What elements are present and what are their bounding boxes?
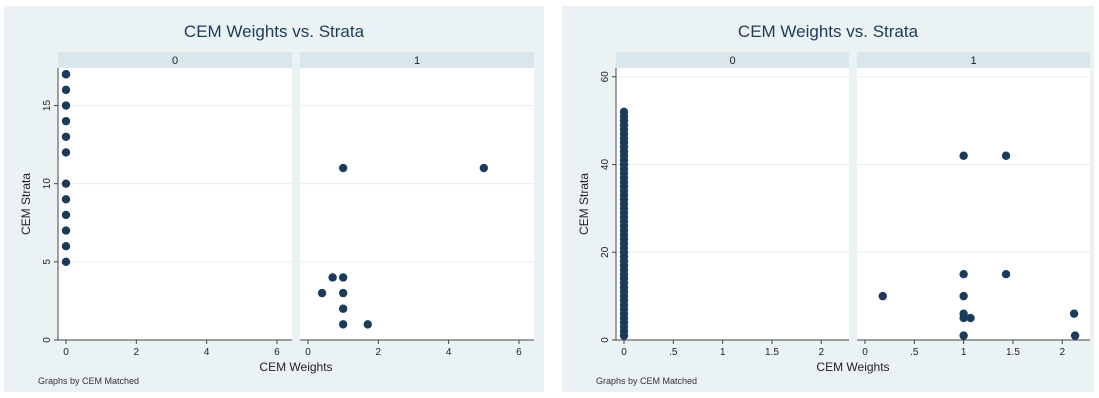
x-tick-label: .5 <box>910 347 919 358</box>
data-point <box>479 163 489 173</box>
plot-area <box>857 68 1090 340</box>
chart-note: Graphs by CEM Matched <box>38 376 140 386</box>
data-point <box>61 210 71 220</box>
data-point <box>959 269 968 279</box>
x-tick-label: 6 <box>274 347 280 358</box>
panel-label: 1 <box>970 55 976 67</box>
data-point <box>61 226 71 235</box>
x-tick-label: 1 <box>961 347 967 358</box>
chart-right: CEM Weights vs. Strata 0 0 .5 1 1.5 2 1 0 .5 1 1.5… <box>562 6 1094 392</box>
x-tick-label: 2 <box>1059 347 1065 358</box>
y-tick-label: 15 <box>42 100 53 112</box>
data-point <box>61 195 71 204</box>
data-point <box>61 179 71 188</box>
x-tick-label: 0 <box>862 347 868 358</box>
chart-title: CEM Weights vs. Strata <box>737 22 919 41</box>
x-tick-label: .5 <box>669 347 678 358</box>
plot-area <box>300 68 534 340</box>
y-tick-label: 5 <box>42 259 53 265</box>
y-tick-label: 40 <box>600 159 611 171</box>
data-point <box>338 304 348 313</box>
data-point <box>328 273 337 282</box>
x-tick-label: 0 <box>63 347 69 358</box>
data-point <box>363 320 372 329</box>
data-point <box>61 242 71 251</box>
x-tick-label: 2 <box>376 347 382 358</box>
data-point <box>338 288 348 298</box>
data-point <box>1001 269 1011 279</box>
x-tick-label: 4 <box>204 347 210 358</box>
data-point <box>61 85 71 95</box>
data-point <box>1001 151 1011 160</box>
data-point <box>61 101 71 110</box>
data-point <box>959 313 968 323</box>
chart-title: CEM Weights vs. Strata <box>183 22 365 41</box>
panel-strip <box>58 52 292 68</box>
x-axis-title: CEM Weights <box>816 360 889 374</box>
y-tick-label: 60 <box>600 71 611 83</box>
data-point <box>338 163 348 173</box>
panel-strip <box>857 52 1090 68</box>
x-tick-label: 1.5 <box>1006 347 1020 358</box>
y-tick-label: 10 <box>42 178 53 190</box>
plot-area <box>616 68 849 340</box>
y-tick-label: 0 <box>600 337 611 343</box>
data-point <box>338 273 348 282</box>
data-point <box>61 116 71 126</box>
data-point <box>1070 331 1080 340</box>
data-point <box>61 148 71 157</box>
x-tick-label: 4 <box>446 347 452 358</box>
data-point <box>338 320 348 329</box>
x-tick-label: 0 <box>621 347 627 358</box>
panel-strip <box>300 52 534 68</box>
data-point <box>61 132 71 141</box>
y-tick-label: 20 <box>600 246 611 258</box>
plot-area <box>58 68 292 340</box>
y-axis-title: CEM Strata <box>19 173 33 235</box>
y-tick-label: 0 <box>42 337 53 343</box>
data-point <box>61 257 71 267</box>
data-point <box>959 151 968 160</box>
y-axis-title: CEM Strata <box>577 173 591 235</box>
x-tick-label: 6 <box>516 347 522 358</box>
data-point <box>959 291 968 301</box>
data-point <box>1069 309 1079 318</box>
x-tick-label: 2 <box>134 347 140 358</box>
data-point <box>878 291 887 301</box>
panel-label: 0 <box>172 55 178 67</box>
data-point <box>619 107 629 117</box>
data-point <box>959 331 968 340</box>
data-point <box>966 313 975 323</box>
x-tick-label: 1.5 <box>765 347 779 358</box>
x-axis-title: CEM Weights <box>259 360 332 374</box>
chart-left: CEM Weights vs. Strata 0 0 2 4 6 1 0 2 4 6 0 5 10 15 C… <box>4 6 544 392</box>
chart-note: Graphs by CEM Matched <box>596 376 698 386</box>
x-tick-label: 0 <box>305 347 311 358</box>
data-point <box>61 70 71 79</box>
panel-strip <box>616 52 849 68</box>
panel-label: 1 <box>414 55 420 67</box>
x-tick-label: 2 <box>818 347 824 358</box>
x-tick-label: 1 <box>720 347 726 358</box>
data-point <box>317 288 327 298</box>
panel-label: 0 <box>729 55 735 67</box>
